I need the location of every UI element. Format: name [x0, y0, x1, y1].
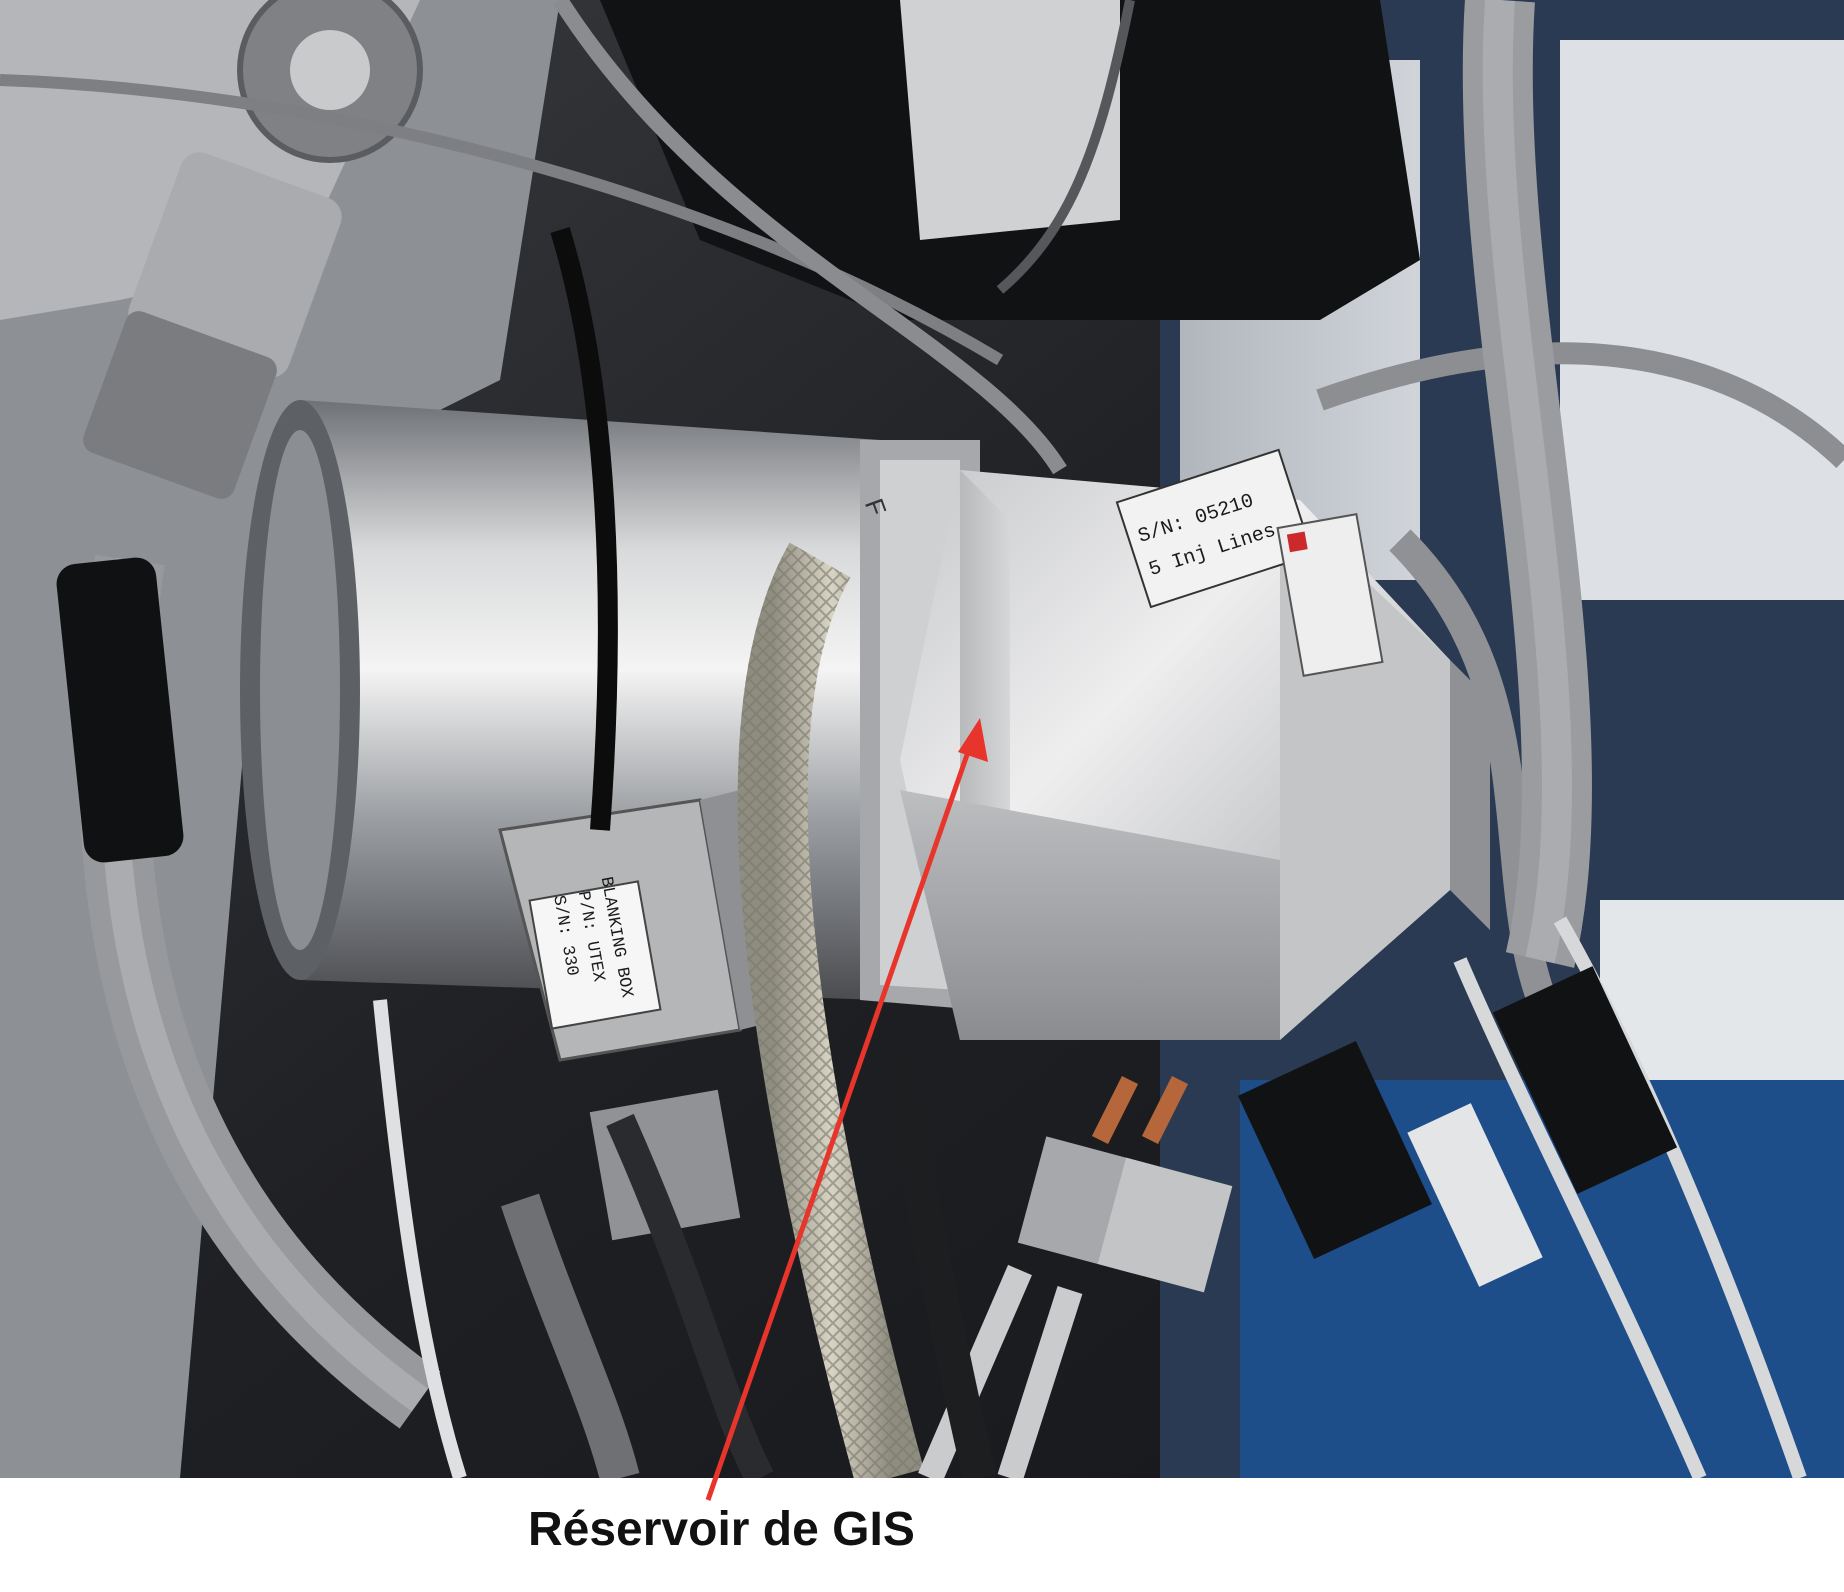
caption-text: Réservoir de GIS: [528, 1503, 915, 1556]
caption: Réservoir de GIS: [0, 1500, 1844, 1580]
equipment-photo: S/N: 05210 5 Inj Lines F BLANKING BOX P/…: [0, 0, 1844, 1478]
